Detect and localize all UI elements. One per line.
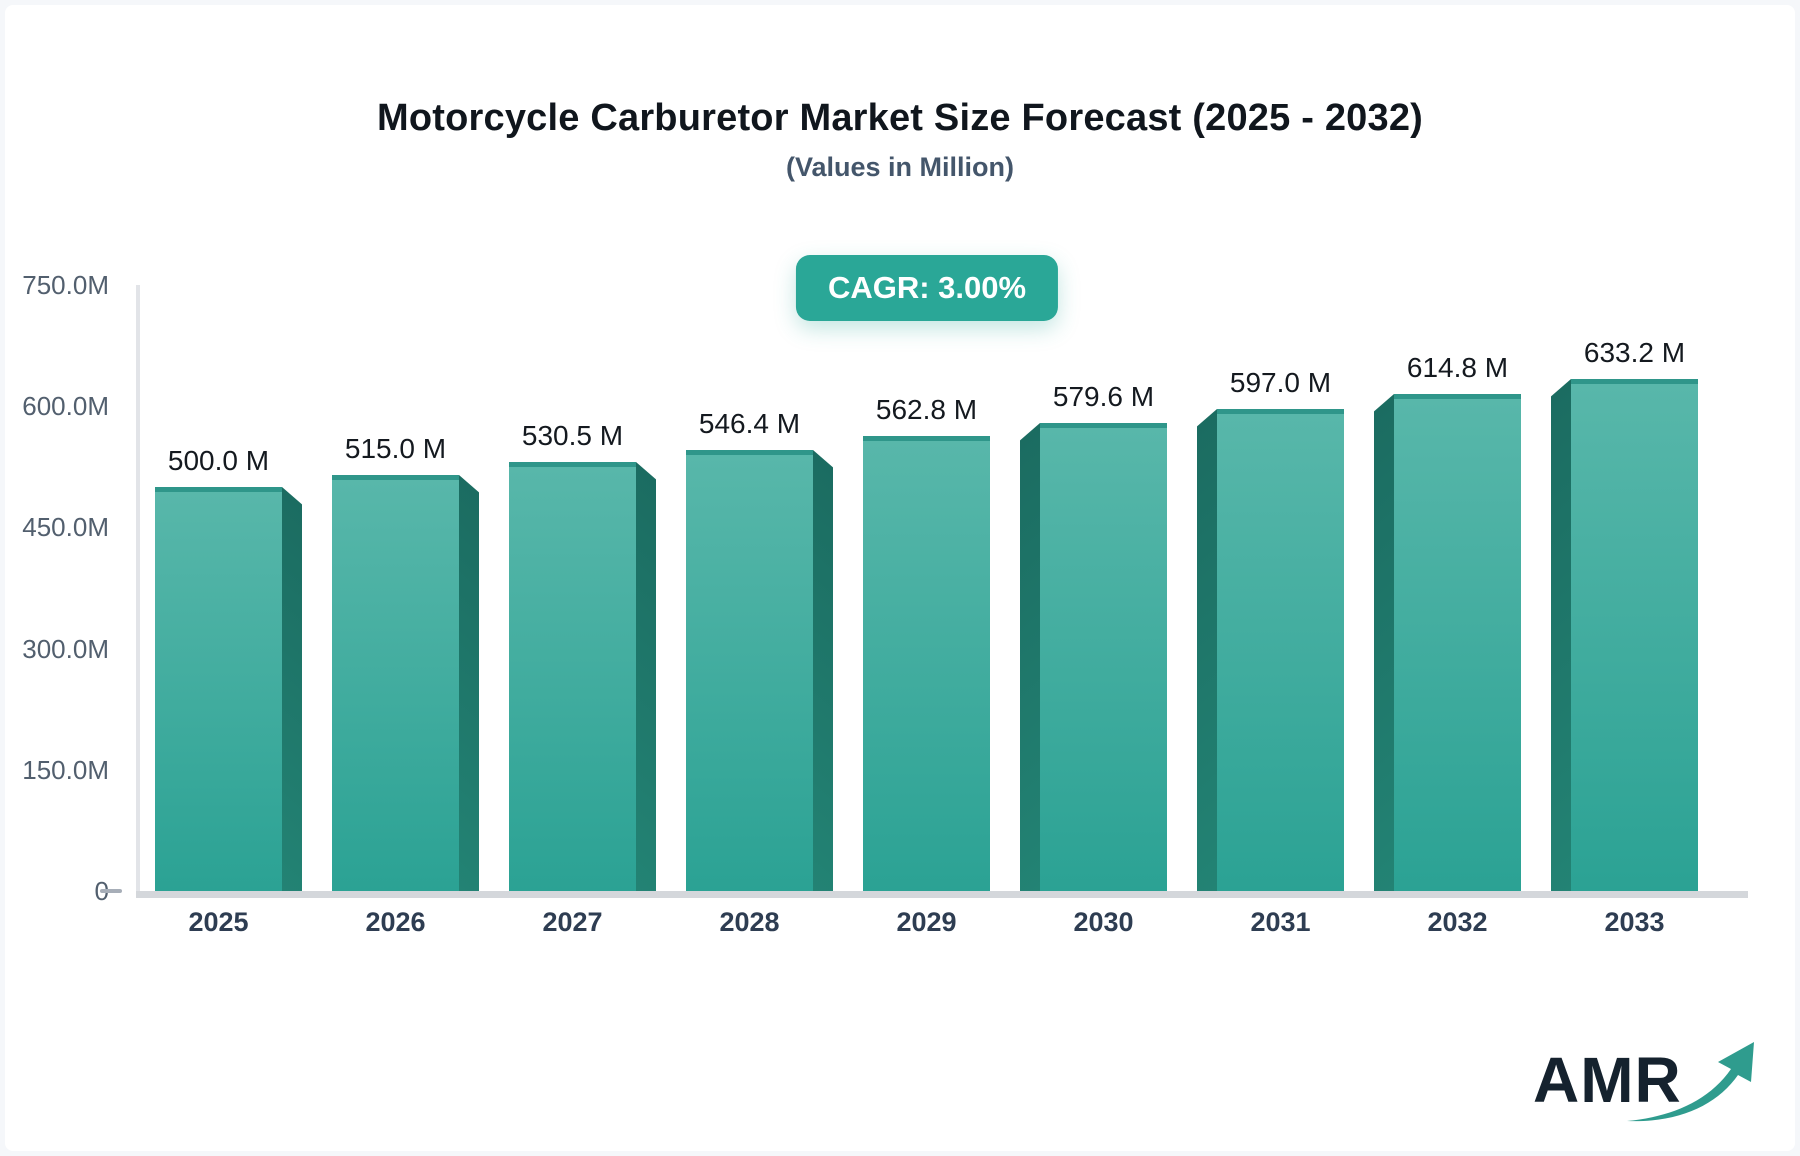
bar-2026 [306, 475, 485, 891]
bar-front-face [155, 487, 282, 891]
amr-logo: AMR [1533, 1037, 1783, 1127]
bar-value-label: 546.4 M [698, 408, 801, 439]
x-axis-label-2032: 2032 [1427, 907, 1488, 937]
bar-front-face [686, 450, 813, 891]
bar-2025 [129, 487, 308, 891]
bar-value-label: 633.2 M [1583, 337, 1686, 368]
chart-subtitle: (Values in Million) [785, 152, 1015, 182]
bar-front-face [1040, 423, 1167, 891]
growth-arrow-icon [1627, 1042, 1754, 1122]
x-axis-label-2033: 2033 [1604, 907, 1665, 937]
x-axis-label-2030: 2030 [1073, 907, 1134, 937]
bar-front-face [1571, 379, 1698, 891]
x-axis-baseline [136, 891, 1748, 898]
bar-2028 [660, 450, 839, 891]
bar-front-face [332, 475, 459, 891]
bar-value-label: 562.8 M [875, 394, 978, 425]
x-axis-label-2027: 2027 [542, 907, 603, 937]
y-axis-label: 600.0M [22, 391, 109, 422]
x-axis-label-2031: 2031 [1250, 907, 1311, 937]
bar-side-face [1020, 423, 1040, 891]
bar-front-face [1217, 409, 1344, 891]
bar-side-face [1197, 409, 1217, 891]
bar-value-label: 614.8 M [1406, 352, 1509, 383]
bar-side-face [1551, 379, 1571, 891]
bar-front-face [509, 462, 636, 891]
bar-2027 [483, 462, 662, 891]
bar-side-face [459, 475, 479, 891]
y-axis-label: 150.0M [22, 754, 109, 785]
bar-front-face [863, 436, 990, 891]
bar-2031 [1191, 409, 1370, 891]
y-axis-label: 300.0M [22, 633, 109, 664]
bar-front-face [1394, 394, 1521, 891]
y-axis-label: 450.0M [22, 512, 109, 543]
bar-side-face [813, 450, 833, 891]
bar-2032 [1368, 394, 1547, 891]
x-axis-label-2029: 2029 [896, 907, 957, 937]
chart-title: Motorcycle Carburetor Market Size Foreca… [376, 97, 1424, 139]
bar-value-label: 500.0 M [167, 445, 270, 476]
bar-2030 [1014, 423, 1193, 891]
bar-value-label: 597.0 M [1229, 367, 1332, 398]
x-axis-label-2026: 2026 [365, 907, 426, 937]
cagr-badge: CAGR: 3.00% [795, 255, 1059, 321]
y-axis-zero-tick [100, 889, 122, 893]
bar-side-face [282, 487, 302, 891]
bar-2029 [837, 436, 1016, 891]
bar-2033 [1545, 379, 1724, 891]
bar-side-face [1374, 394, 1394, 891]
bar-value-label: 515.0 M [344, 433, 447, 464]
y-axis-label: 0 [5, 876, 109, 906]
x-axis-label-2028: 2028 [719, 907, 780, 937]
chart-card: Motorcycle Carburetor Market Size Foreca… [5, 5, 1795, 1151]
y-axis-line [136, 285, 140, 891]
bar-side-face [636, 462, 656, 891]
bar-value-label: 530.5 M [521, 420, 624, 451]
y-axis-label: 750.0M [22, 270, 109, 300]
bar-value-label: 579.6 M [1052, 381, 1155, 412]
x-axis-label-2025: 2025 [188, 907, 249, 937]
amr-logo-text: AMR [1533, 1044, 1682, 1116]
